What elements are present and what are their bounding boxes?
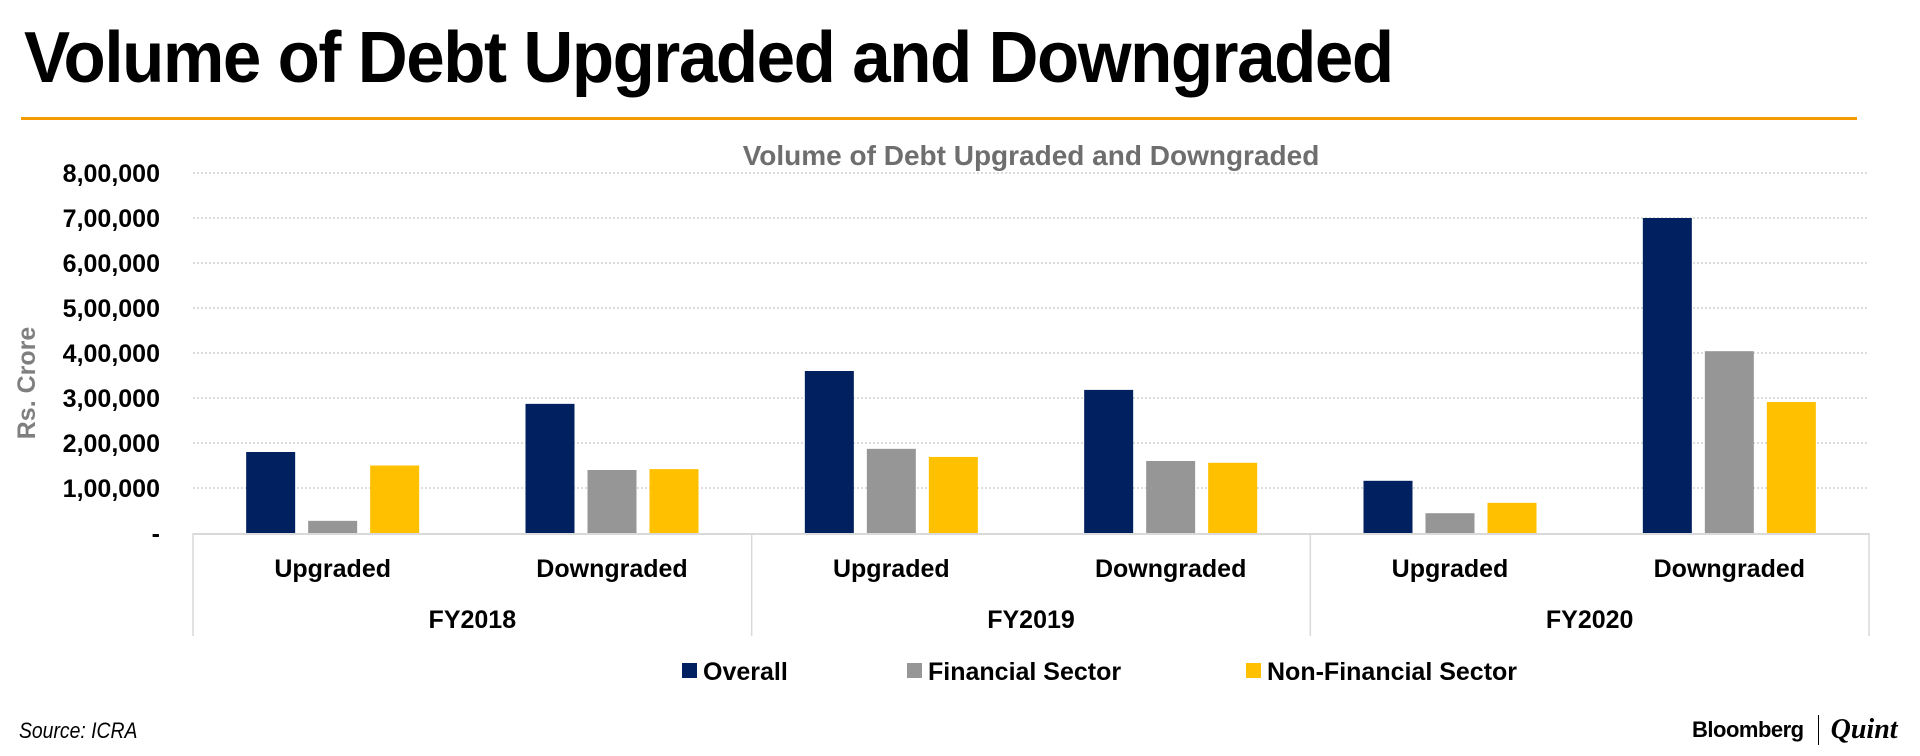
bars	[246, 218, 1816, 533]
bar-overall	[1363, 480, 1413, 533]
x-category-label: Downgraded	[1095, 555, 1246, 583]
bar-overall	[525, 403, 575, 533]
bar-non-financial-sector	[928, 456, 978, 533]
x-group-label: FY2020	[1546, 606, 1634, 634]
x-axis: Upgraded Downgraded Upgraded Downgraded Upgr…	[192, 533, 1870, 636]
bar-non-financial-sector	[1487, 502, 1537, 533]
y-tick-label: 2,00,000	[63, 430, 160, 458]
bar-financial-sector	[308, 520, 358, 533]
logo-bloomberg: Bloomberg	[1692, 717, 1804, 742]
title-divider	[21, 117, 1857, 120]
bar-overall	[246, 452, 296, 533]
y-tick-label: 3,00,000	[63, 385, 160, 413]
x-group-label: FY2019	[987, 606, 1075, 634]
bar-overall	[1084, 389, 1134, 533]
legend-label: Overall	[703, 658, 788, 686]
bar-overall	[804, 371, 854, 533]
bar-non-financial-sector	[1766, 402, 1816, 533]
y-tick-label: 4,00,000	[63, 340, 160, 368]
legend-swatch	[907, 663, 922, 678]
source-note: Source: ICRA	[19, 718, 138, 743]
x-group-label: FY2018	[429, 606, 517, 634]
brand-logo: Bloomberg Quint	[1692, 714, 1898, 746]
y-tick-label: -	[152, 520, 160, 548]
y-tick-label: 8,00,000	[63, 160, 160, 188]
y-axis-ticks: - 1,00,000 2,00,000 3,00,000 4,00,000 5,00,00…	[63, 160, 160, 548]
logo-divider	[1817, 715, 1819, 745]
bar-non-financial-sector	[1208, 462, 1258, 533]
x-category-label: Upgraded	[274, 555, 391, 583]
x-category-label: Upgraded	[1392, 555, 1509, 583]
gridlines	[193, 172, 1869, 489]
bar-overall	[1642, 218, 1692, 533]
legend-label: Non-Financial Sector	[1267, 658, 1517, 686]
chart-title: Volume of Debt Upgraded and Downgraded	[743, 140, 1320, 171]
x-category-label: Upgraded	[833, 555, 950, 583]
y-tick-label: 6,00,000	[63, 250, 160, 278]
bar-financial-sector	[1425, 513, 1475, 533]
bar-financial-sector	[1704, 351, 1754, 533]
logo-quint: Quint	[1830, 714, 1898, 745]
x-category-label: Downgraded	[1654, 555, 1805, 583]
bar-non-financial-sector	[370, 465, 420, 533]
y-tick-label: 1,00,000	[63, 475, 160, 503]
legend-label: Financial Sector	[928, 658, 1121, 686]
x-category-label: Downgraded	[536, 555, 687, 583]
y-tick-label: 5,00,000	[63, 295, 160, 323]
bar-financial-sector	[866, 448, 916, 533]
bar-financial-sector	[1146, 461, 1196, 533]
bar-financial-sector	[587, 470, 637, 533]
bar-non-financial-sector	[649, 469, 699, 533]
legend-swatch	[682, 663, 697, 678]
y-tick-label: 7,00,000	[63, 205, 160, 233]
legend-swatch	[1246, 663, 1261, 678]
y-axis-label: Rs. Crore	[13, 327, 41, 440]
legend: Overall Financial Sector Non-Financial Sec…	[682, 658, 1517, 686]
page-title: Volume of Debt Upgraded and Downgraded	[24, 18, 1394, 98]
